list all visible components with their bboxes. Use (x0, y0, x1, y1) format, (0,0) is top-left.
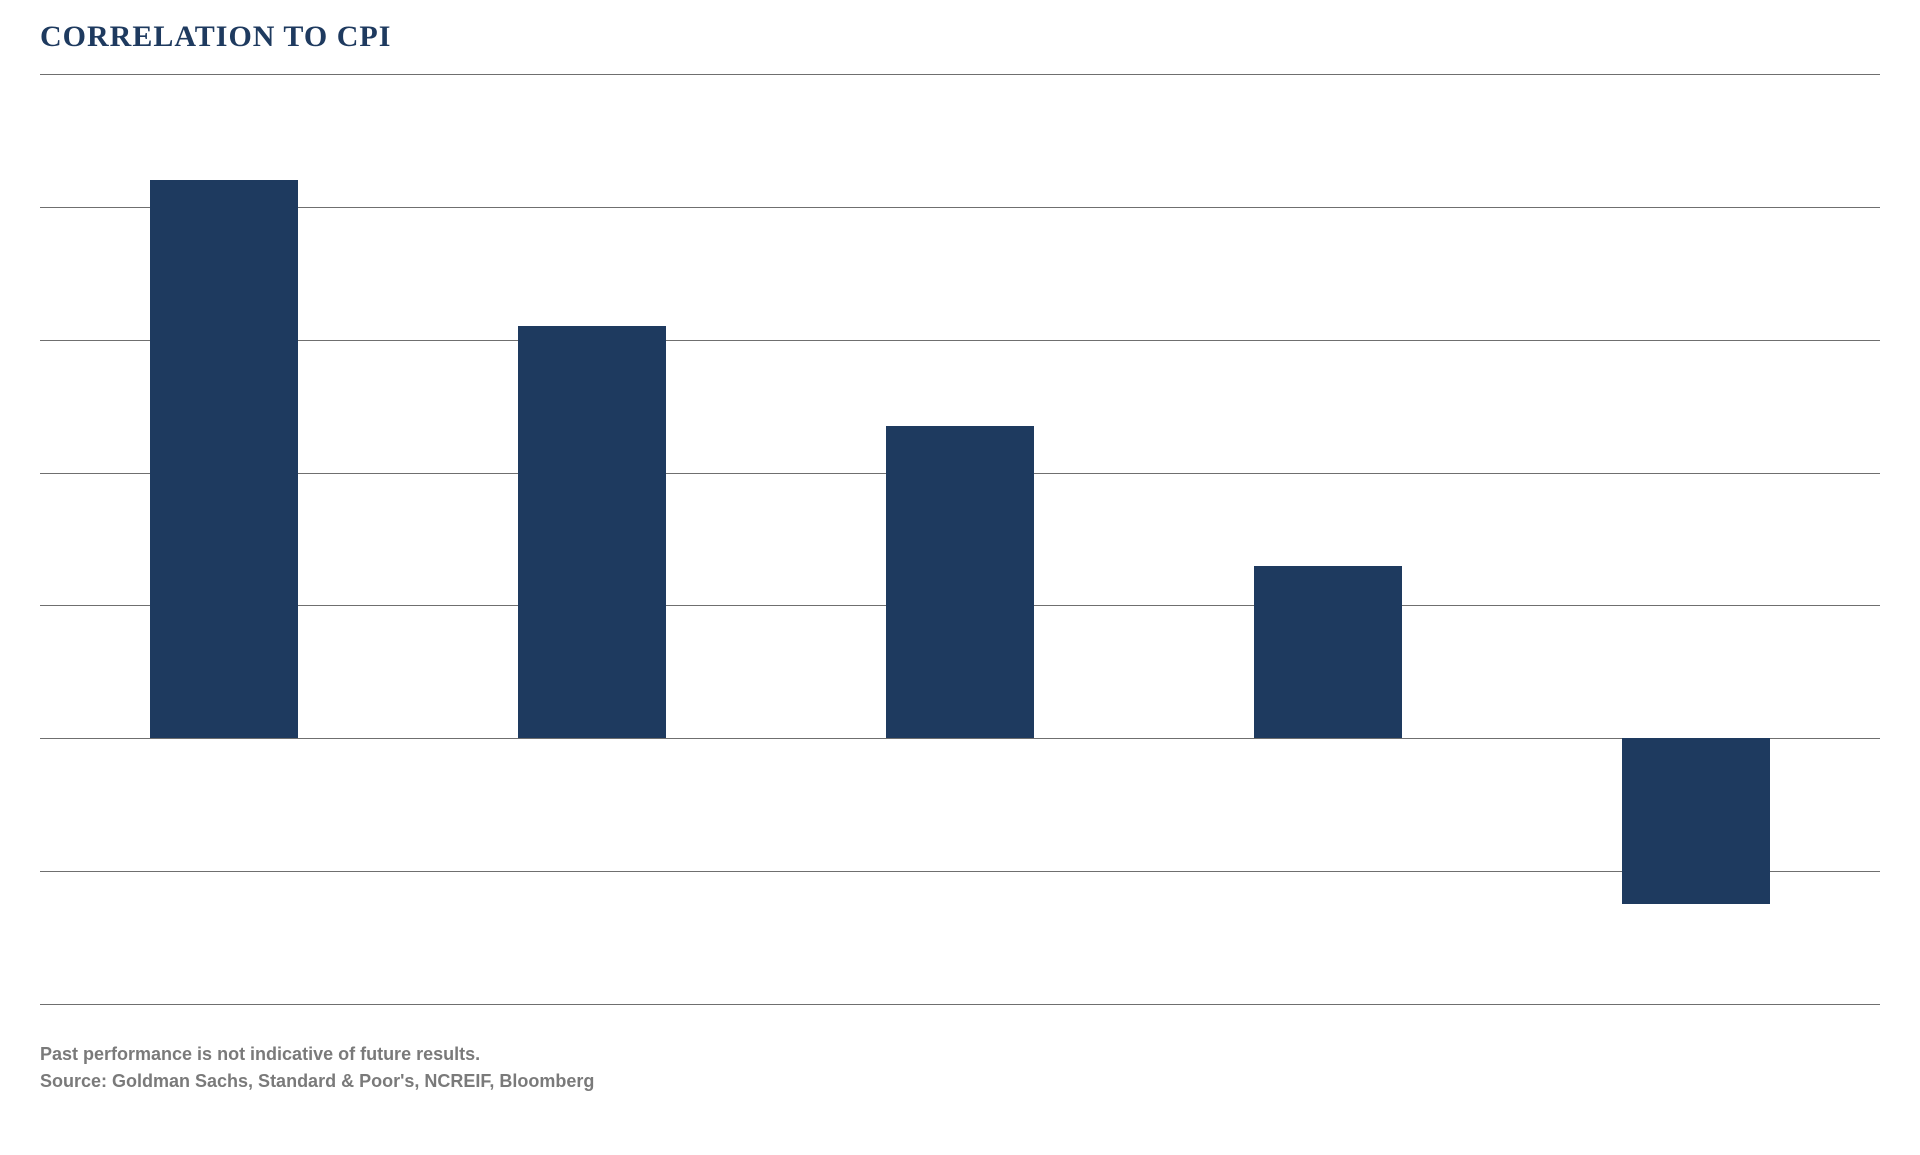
chart-footer: Past performance is not indicative of fu… (40, 1041, 594, 1095)
chart-container: CORRELATION TO CPI Past performance is n… (0, 0, 1920, 1155)
footer-line: Source: Goldman Sachs, Standard & Poor's… (40, 1068, 594, 1095)
chart-bar (150, 180, 297, 738)
footer-line: Past performance is not indicative of fu… (40, 1041, 594, 1068)
chart-bar (1254, 566, 1401, 739)
chart-bar (1622, 738, 1769, 904)
chart-title: CORRELATION TO CPI (40, 20, 1880, 54)
chart-bar (886, 426, 1033, 738)
chart-bar (518, 326, 665, 738)
chart-plot-area (40, 74, 1880, 1004)
gridline (40, 1004, 1880, 1005)
chart-bars (40, 74, 1880, 1004)
